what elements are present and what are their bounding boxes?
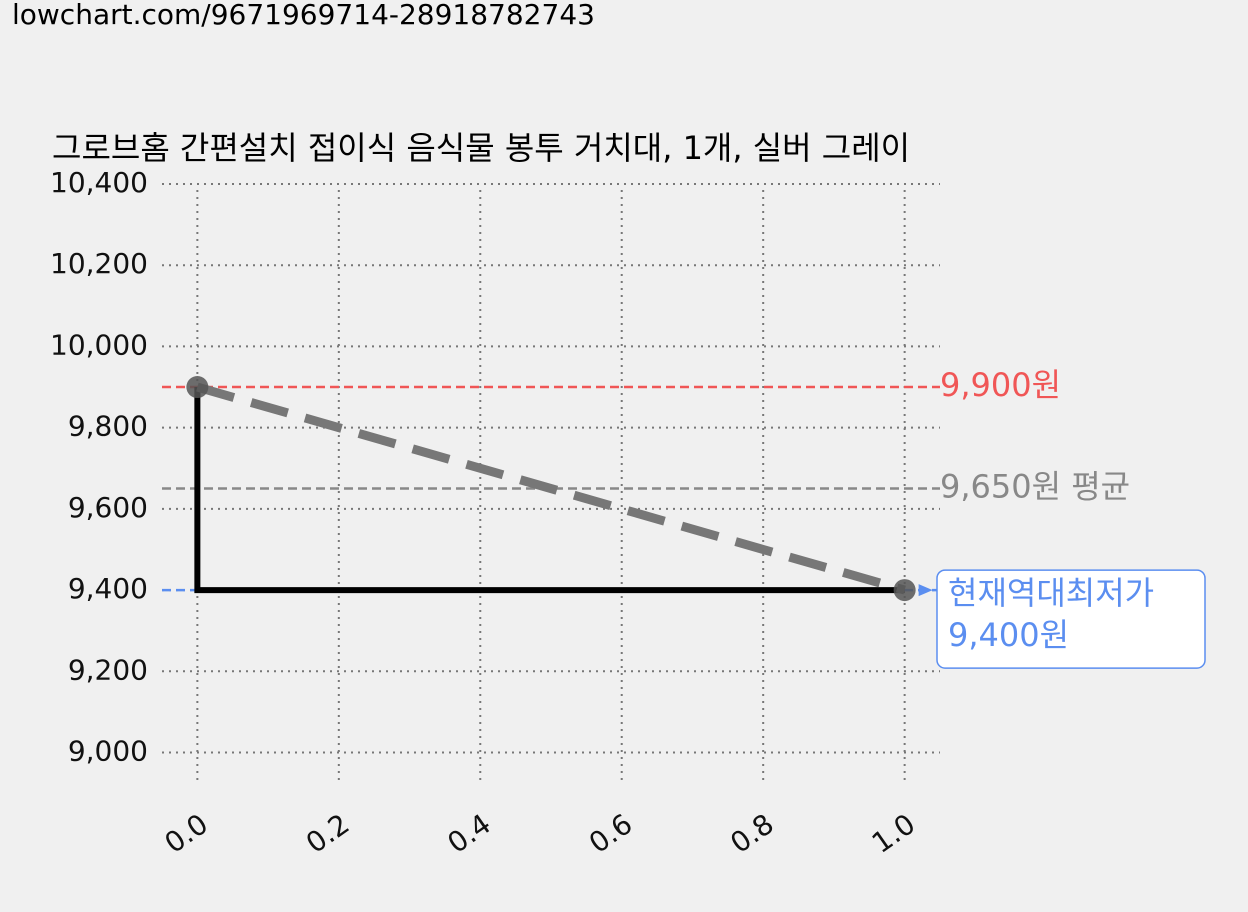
x-tick-label: 0.4 — [441, 807, 496, 860]
x-tick-label: 0.2 — [300, 807, 355, 860]
reference-label: 9,900원 — [940, 366, 1061, 404]
x-tick-label: 0.0 — [159, 807, 214, 860]
y-tick-label: 10,200 — [50, 247, 148, 280]
annotation-arrow — [918, 584, 933, 597]
point — [186, 376, 209, 399]
y-tick-label: 9,600 — [68, 491, 148, 524]
annotation: 현재역대최저가 9,400원 — [936, 569, 1206, 669]
y-tick-label: 9,400 — [68, 572, 148, 605]
y-tick-label: 9,000 — [68, 735, 148, 768]
annotation-text: 9,400원 — [948, 616, 1069, 654]
x-tick-label: 0.8 — [724, 807, 779, 860]
chart-title: 그로브홈 간편설치 접이식 음식물 봉투 거치대, 1개, 실버 그레이 — [52, 129, 910, 167]
series-line — [196, 382, 906, 595]
annotation-text: 현재역대최저가 — [948, 574, 1154, 612]
point — [893, 579, 916, 602]
y-tick-label: 10,400 — [50, 166, 148, 199]
x-tick-label: 1.0 — [866, 807, 921, 860]
y-tick-label: 9,200 — [68, 653, 148, 686]
reference-label: 9,650원 평균 — [940, 468, 1130, 506]
y-tick-label: 9,800 — [68, 410, 148, 443]
url: lowchart.com/9671969714-28918782743 — [12, 0, 595, 31]
series-line — [194, 387, 905, 594]
annotation-box — [936, 569, 1206, 669]
x-tick-label: 0.6 — [583, 807, 638, 860]
y-tick-label: 10,000 — [50, 328, 148, 361]
